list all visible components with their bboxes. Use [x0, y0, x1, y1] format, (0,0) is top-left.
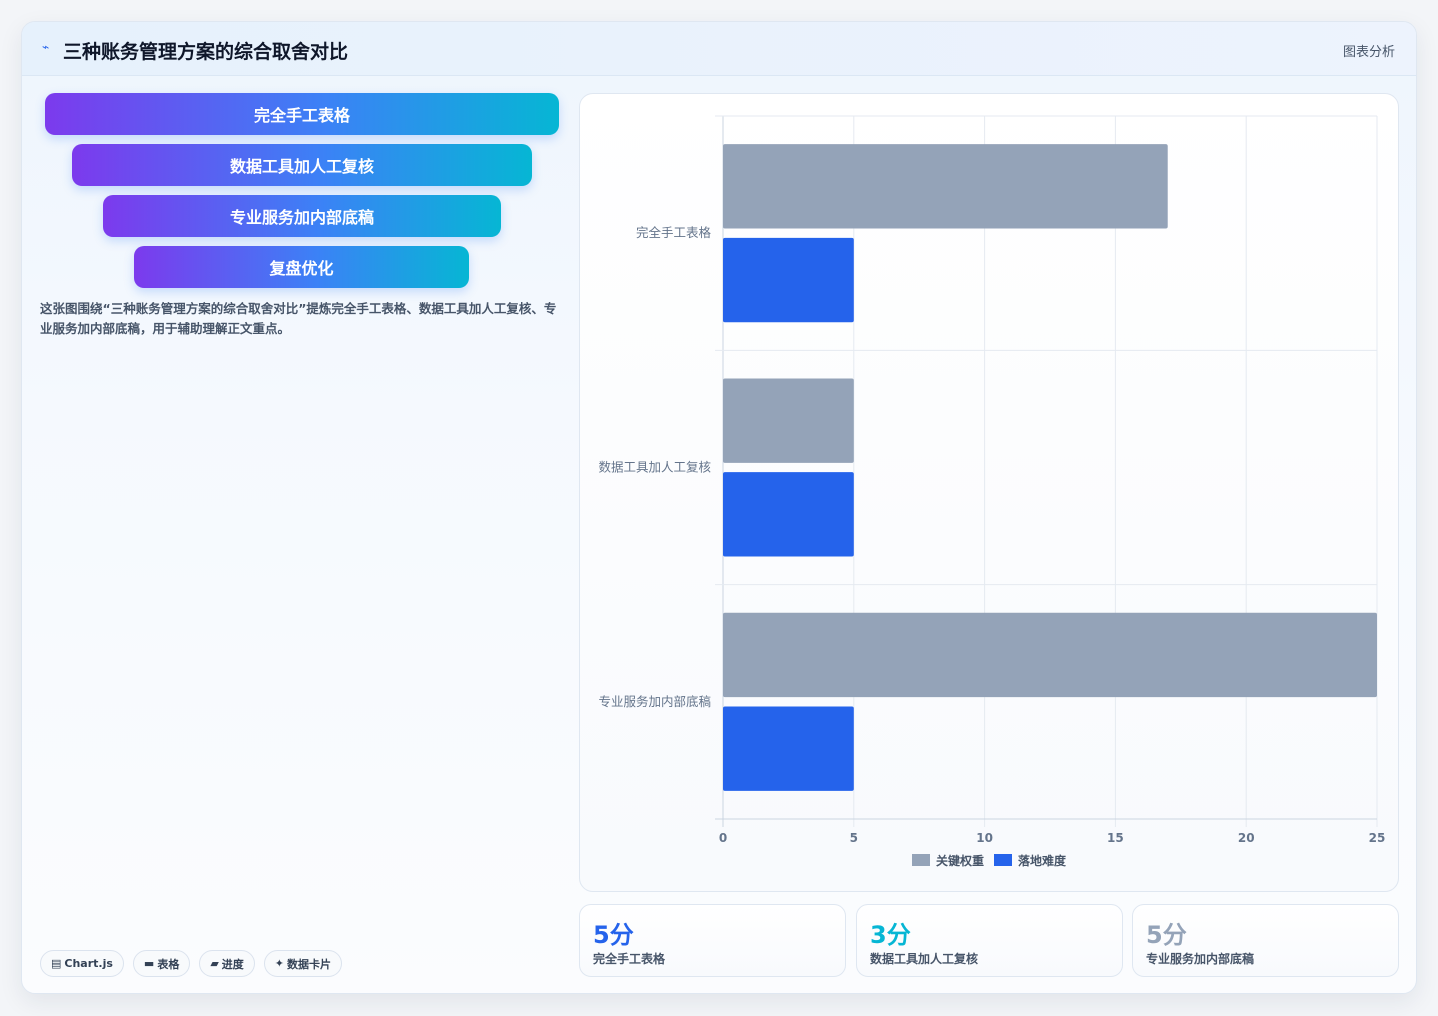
chart-line-icon: ⌁: [42, 40, 50, 54]
stat-card-1: 5分 完全手工表格: [579, 904, 846, 977]
tag-table[interactable]: ▬ 表格: [132, 950, 191, 977]
funnel-step-1: 完全手工表格: [45, 93, 559, 135]
y-tick-label: 完全手工表格: [636, 225, 712, 240]
x-tick-label: 15: [1107, 831, 1124, 845]
chart-analysis-link[interactable]: 图表分析: [1342, 45, 1395, 60]
x-tick-label: 20: [1238, 831, 1255, 845]
page-title: 三种账务管理方案的综合取舍对比: [63, 41, 349, 63]
tag-list: ▤ Chart.js ▬ 表格 ▰ 进度 ✦ 数据卡片: [40, 950, 343, 977]
funnel-step-3: 专业服务加内部底稿: [103, 195, 501, 237]
legend-swatch: [994, 854, 1012, 866]
chart-panel: 0 5 10 15 20 25 完全手工表格数据工具加人工复核 专业服务加内部底稿关键权重 落地…: [579, 93, 1399, 892]
tag-label: 表格: [157, 957, 180, 971]
tag-data-card[interactable]: ✦ 数据卡片: [263, 950, 343, 977]
bar-weight: [723, 378, 854, 463]
x-tick-label: 25: [1369, 831, 1386, 845]
tag-progress[interactable]: ▰ 进度: [199, 950, 255, 977]
stat-card-3: 5分 专业服务加内部底稿: [1132, 904, 1399, 977]
bar-weight: [723, 144, 1168, 229]
header-bar: ⌁ 三种账务管理方案的综合取舍对比 图表分析: [22, 22, 1416, 76]
table-icon: ▬: [143, 957, 155, 970]
tag-chartjs[interactable]: ▤ Chart.js: [40, 950, 124, 977]
stat-label: 完全手工表格: [593, 952, 666, 966]
x-tick-label: 10: [976, 831, 993, 845]
sparkle-icon: ✦: [274, 957, 285, 970]
stat-label: 数据工具加人工复核: [870, 952, 979, 966]
chart-icon: ▤: [51, 957, 62, 970]
legend-label: 落地难度: [1018, 853, 1067, 868]
x-tick-label: 5: [850, 831, 858, 845]
funnel-step-2: 数据工具加人工复核: [72, 144, 532, 186]
bar-weight: [723, 612, 1377, 698]
legend-label: 关键权重: [936, 853, 984, 868]
bar-difficulty: [723, 237, 854, 323]
stat-value: 5分: [1146, 921, 1187, 949]
tag-label: 数据卡片: [287, 957, 332, 971]
x-tick-label: 0: [719, 831, 727, 845]
tag-label: Chart.js: [64, 957, 113, 970]
stat-card-2: 3分 数据工具加人工复核: [856, 904, 1123, 977]
funnel-step-4: 复盘优化: [134, 246, 469, 288]
bar-difficulty: [723, 706, 854, 791]
progress-icon: ▰: [210, 957, 219, 970]
tag-label: 进度: [221, 957, 244, 971]
main-card: ⌁ 三种账务管理方案的综合取舍对比 图表分析 完全手工表格 数据工具加人工复核 …: [21, 21, 1417, 994]
stat-value: 5分: [593, 921, 634, 949]
y-tick-label: 专业服务加内部底稿: [598, 694, 711, 709]
bar-difficulty: [723, 472, 854, 557]
chart-description: 这张图围绕“三种账务管理方案的综合取舍对比”提炼完全手工表格、数据工具加人工复核…: [40, 301, 557, 336]
stat-value: 3分: [870, 921, 911, 949]
y-tick-label: 数据工具加人工复核: [598, 460, 711, 475]
legend-swatch: [912, 854, 930, 866]
stat-label: 专业服务加内部底稿: [1146, 952, 1255, 966]
